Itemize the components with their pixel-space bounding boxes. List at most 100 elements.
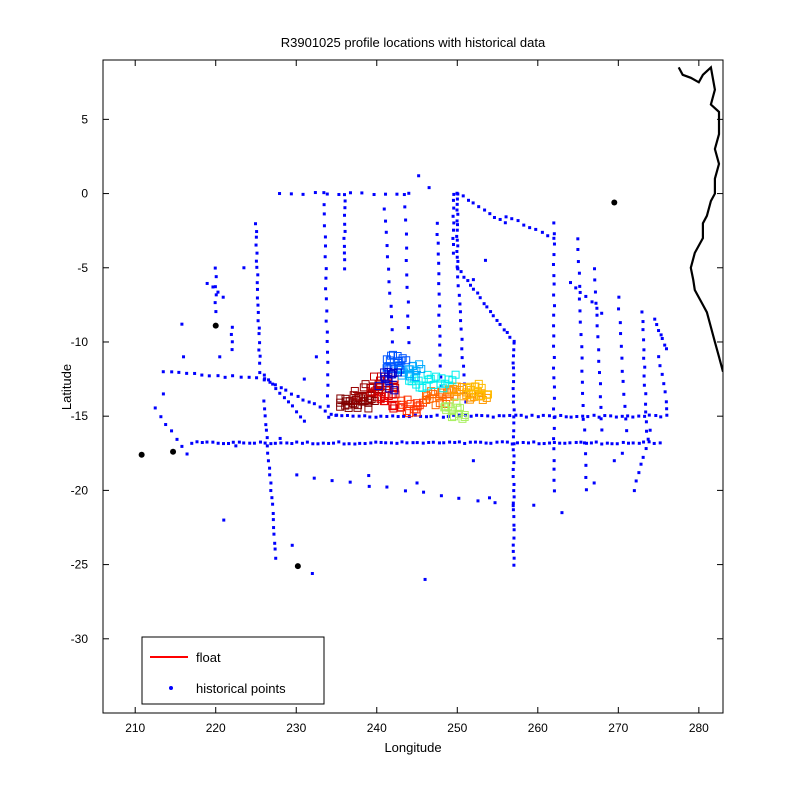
historical-point (451, 198, 455, 202)
historical-point (321, 441, 325, 445)
float-profile-marker (397, 356, 406, 365)
historical-point (318, 405, 322, 409)
historical-point (640, 310, 644, 314)
historical-point (385, 485, 389, 489)
historical-point (451, 214, 455, 218)
historical-point (512, 454, 516, 458)
historical-point (404, 259, 408, 263)
float-profile-marker (417, 365, 426, 374)
historical-point (455, 208, 459, 212)
historical-point (559, 413, 563, 417)
historical-point (576, 237, 580, 241)
historical-point (438, 304, 442, 308)
historical-point (258, 354, 262, 358)
float-profile-marker (366, 388, 375, 397)
historical-point (475, 413, 479, 417)
historical-point (302, 377, 306, 381)
historical-point (268, 380, 272, 384)
historical-point (417, 174, 421, 178)
historical-point (310, 571, 314, 575)
historical-point (631, 441, 635, 445)
historical-point (429, 414, 433, 418)
historical-point (311, 442, 315, 446)
historical-point (435, 413, 439, 417)
historical-point (213, 301, 217, 305)
y-tick-label: -25 (71, 558, 89, 572)
historical-point (512, 415, 516, 419)
historical-point (190, 441, 194, 445)
historical-point (644, 447, 648, 451)
historical-point (584, 294, 588, 298)
historical-point (526, 441, 530, 445)
historical-point (382, 207, 386, 211)
historical-point (347, 442, 351, 446)
historical-point (248, 441, 252, 445)
historical-point (295, 473, 299, 477)
historical-point (619, 332, 623, 336)
historical-point (552, 242, 556, 246)
historical-point (508, 335, 512, 339)
historical-point (652, 441, 656, 445)
historical-point (436, 241, 440, 245)
historical-point (457, 293, 461, 297)
historical-point (597, 359, 601, 363)
historical-point (546, 234, 550, 238)
historical-point (617, 295, 621, 299)
historical-point (390, 340, 394, 344)
historical-point (272, 532, 276, 536)
historical-point (161, 392, 165, 396)
historical-point (195, 440, 199, 444)
historical-point (511, 435, 515, 439)
x-axis-label: Longitude (384, 740, 441, 755)
historical-point (256, 310, 260, 314)
historical-point (415, 441, 419, 445)
historical-point (456, 259, 460, 263)
historical-point (438, 324, 442, 328)
historical-point (646, 437, 650, 441)
historical-point (213, 285, 217, 289)
historical-point (252, 441, 256, 445)
historical-point (497, 414, 501, 418)
historical-point (337, 440, 341, 444)
historical-point (254, 243, 258, 247)
historical-point (583, 428, 587, 432)
historical-point (642, 356, 646, 360)
historical-point (605, 441, 609, 445)
historical-point (278, 391, 282, 395)
historical-point (343, 213, 347, 217)
historical-point (266, 451, 270, 455)
historical-point (462, 275, 466, 279)
historical-point (552, 447, 556, 451)
historical-point (569, 415, 573, 419)
historical-point (512, 482, 516, 486)
historical-point (170, 370, 174, 374)
historical-point (522, 223, 526, 227)
historical-point (512, 442, 516, 446)
historical-point (476, 291, 480, 295)
historical-point (578, 320, 582, 324)
historical-point (516, 219, 520, 223)
historical-point (580, 345, 584, 349)
historical-point (620, 356, 624, 360)
historical-point (452, 206, 456, 210)
historical-point (193, 371, 197, 375)
historical-point (437, 441, 441, 445)
historical-point (323, 244, 327, 248)
historical-point (255, 230, 259, 234)
historical-point (596, 335, 600, 339)
historical-point (594, 301, 598, 305)
historical-point (599, 405, 603, 409)
historical-point (255, 376, 259, 380)
historical-point (512, 339, 516, 343)
historical-point (451, 236, 455, 240)
float-profile-marker (431, 401, 440, 410)
historical-point (254, 222, 258, 226)
historical-point (402, 414, 406, 418)
legend-float-label: float (196, 650, 221, 665)
historical-point (263, 414, 267, 418)
historical-point (258, 341, 262, 345)
historical-point (353, 442, 357, 446)
historical-point (258, 371, 262, 375)
historical-point (460, 356, 464, 360)
historical-point (351, 414, 355, 418)
